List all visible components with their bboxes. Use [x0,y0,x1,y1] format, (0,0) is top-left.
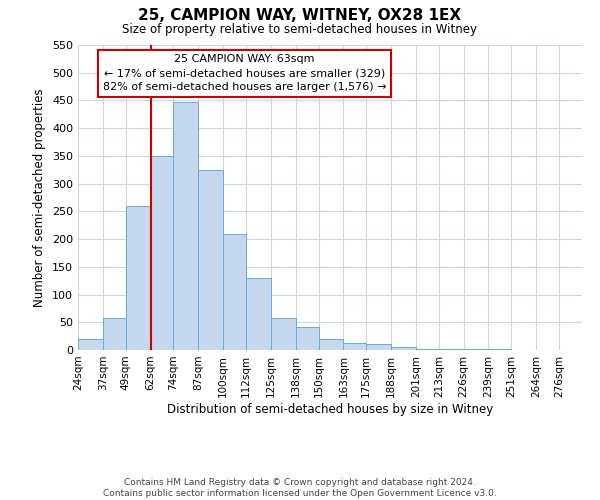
Bar [343,343,366,350]
Bar [103,318,126,350]
Bar [223,234,246,350]
Bar [126,206,151,350]
Text: Contains HM Land Registry data © Crown copyright and database right 2024.
Contai: Contains HM Land Registry data © Crown c… [103,478,497,498]
Text: 25 CAMPION WAY: 63sqm
← 17% of semi-detached houses are smaller (329)
82% of sem: 25 CAMPION WAY: 63sqm ← 17% of semi-deta… [103,54,386,92]
Bar [366,344,391,350]
Bar [151,156,173,350]
X-axis label: Distribution of semi-detached houses by size in Witney: Distribution of semi-detached houses by … [167,402,493,415]
Bar [416,349,439,350]
Text: 25, CAMPION WAY, WITNEY, OX28 1EX: 25, CAMPION WAY, WITNEY, OX28 1EX [139,8,461,22]
Bar [173,102,198,350]
Bar [271,318,296,350]
Bar [296,326,319,350]
Bar [246,278,271,350]
Bar [198,170,223,350]
Bar [78,339,103,350]
Text: Size of property relative to semi-detached houses in Witney: Size of property relative to semi-detach… [122,22,478,36]
Y-axis label: Number of semi-detached properties: Number of semi-detached properties [34,88,46,307]
Bar [391,347,416,350]
Bar [319,339,343,350]
